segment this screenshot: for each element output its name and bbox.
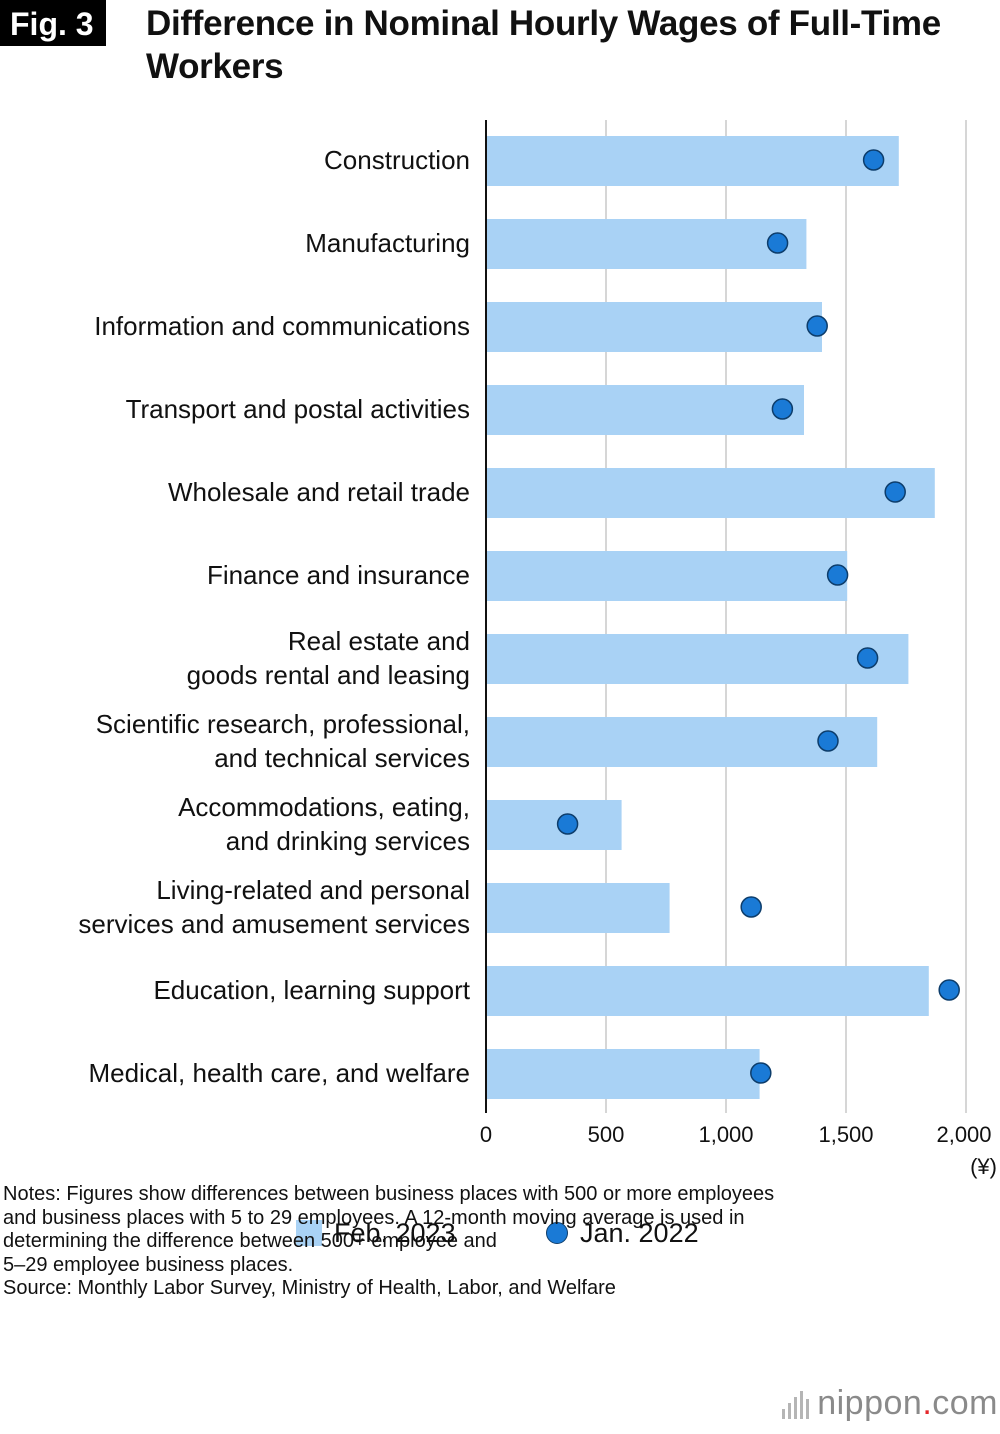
category-label: Education, learning support bbox=[153, 975, 470, 1005]
category-label: goods rental and leasing bbox=[187, 660, 470, 690]
category-label: Accommodations, eating, bbox=[178, 792, 470, 822]
category-label: Real estate and bbox=[288, 626, 470, 656]
category-label: services and amusement services bbox=[78, 909, 470, 939]
logo-bars-icon bbox=[782, 1389, 810, 1419]
dot-jan-2022 bbox=[856, 647, 879, 669]
dot-jan-2022 bbox=[556, 813, 579, 835]
category-label: Transport and postal activities bbox=[126, 394, 470, 424]
bar-feb-2023 bbox=[486, 1049, 760, 1099]
category-label: Finance and insurance bbox=[207, 560, 470, 590]
x-tick-label: 2,000 bbox=[936, 1122, 991, 1147]
dot-jan-2022 bbox=[862, 149, 885, 171]
figure-badge: Fig. 3 bbox=[0, 0, 106, 46]
x-tick-label: 500 bbox=[588, 1122, 625, 1147]
category-label: Living-related and personal bbox=[156, 875, 470, 905]
chart-title: Difference in Nominal Hourly Wages of Fu… bbox=[146, 4, 941, 86]
bar-feb-2023 bbox=[486, 551, 848, 601]
category-label: and technical services bbox=[214, 743, 470, 773]
category-label: Wholesale and retail trade bbox=[168, 477, 470, 507]
x-tick-label: 1,500 bbox=[818, 1122, 873, 1147]
legend: Feb. 2023 Jan. 2022 bbox=[0, 1213, 1000, 1253]
legend-label-feb-2023: Feb. 2023 bbox=[334, 1217, 456, 1248]
x-tick-label: 1,000 bbox=[698, 1122, 753, 1147]
category-label: Scientific research, professional, bbox=[96, 709, 470, 739]
notes: Notes: Figures show differences between … bbox=[3, 1183, 993, 1301]
nippon-logo: nippon. com bbox=[782, 1384, 998, 1423]
legend-item-feb-2023: Feb. 2023 bbox=[296, 1213, 456, 1253]
bar-chart: Construction Manufacturing Information and… bbox=[78, 120, 997, 1179]
dot-jan-2022 bbox=[771, 398, 794, 420]
legend-bar-swatch bbox=[296, 1220, 322, 1246]
bar-feb-2023 bbox=[486, 302, 822, 352]
bar-feb-2023 bbox=[486, 468, 935, 518]
category-label: Construction bbox=[324, 145, 470, 175]
category-label: Manufacturing bbox=[305, 228, 470, 258]
legend-label-jan-2022: Jan. 2022 bbox=[580, 1217, 699, 1248]
bar-feb-2023 bbox=[486, 385, 804, 435]
bar-feb-2023 bbox=[486, 136, 899, 186]
bar-feb-2023 bbox=[486, 634, 909, 684]
bar-feb-2023 bbox=[486, 717, 878, 767]
notes-line: determining the difference between 500+ … bbox=[3, 1230, 497, 1252]
legend-dot-marker bbox=[546, 1222, 568, 1244]
notes-line: and business places with 5 to 29 employe… bbox=[3, 1206, 745, 1229]
dot-jan-2022 bbox=[740, 896, 762, 918]
bar-feb-2023 bbox=[486, 966, 929, 1016]
bar-feb-2023 bbox=[486, 883, 670, 933]
x-tick-label: 0 bbox=[480, 1122, 492, 1147]
dot-jan-2022 bbox=[826, 564, 849, 586]
category-label: Medical, health care, and welfare bbox=[88, 1058, 470, 1088]
category-label: Information and communications bbox=[94, 311, 470, 341]
dot-jan-2022 bbox=[766, 232, 789, 254]
legend-item-jan-2022: Jan. 2022 bbox=[546, 1213, 699, 1253]
dot-jan-2022 bbox=[884, 481, 906, 503]
bar-feb-2023 bbox=[486, 219, 807, 269]
dot-jan-2022 bbox=[817, 730, 839, 752]
source-line: Source: Monthly Labor Survey, Ministry o… bbox=[3, 1277, 616, 1299]
logo-dot: . bbox=[922, 1384, 933, 1422]
notes-line: Notes: Figures show differences between … bbox=[3, 1183, 775, 1205]
dot-jan-2022 bbox=[750, 1062, 772, 1084]
dot-jan-2022 bbox=[938, 979, 960, 1001]
logo-tld: com bbox=[932, 1384, 998, 1422]
dot-jan-2022 bbox=[806, 315, 828, 337]
logo-name: nippon bbox=[817, 1384, 923, 1422]
category-label: and drinking services bbox=[226, 826, 470, 856]
notes-line: 5–29 employee business places. bbox=[3, 1253, 294, 1276]
unit-label: (¥) bbox=[970, 1154, 997, 1179]
bar-feb-2023 bbox=[486, 800, 622, 850]
